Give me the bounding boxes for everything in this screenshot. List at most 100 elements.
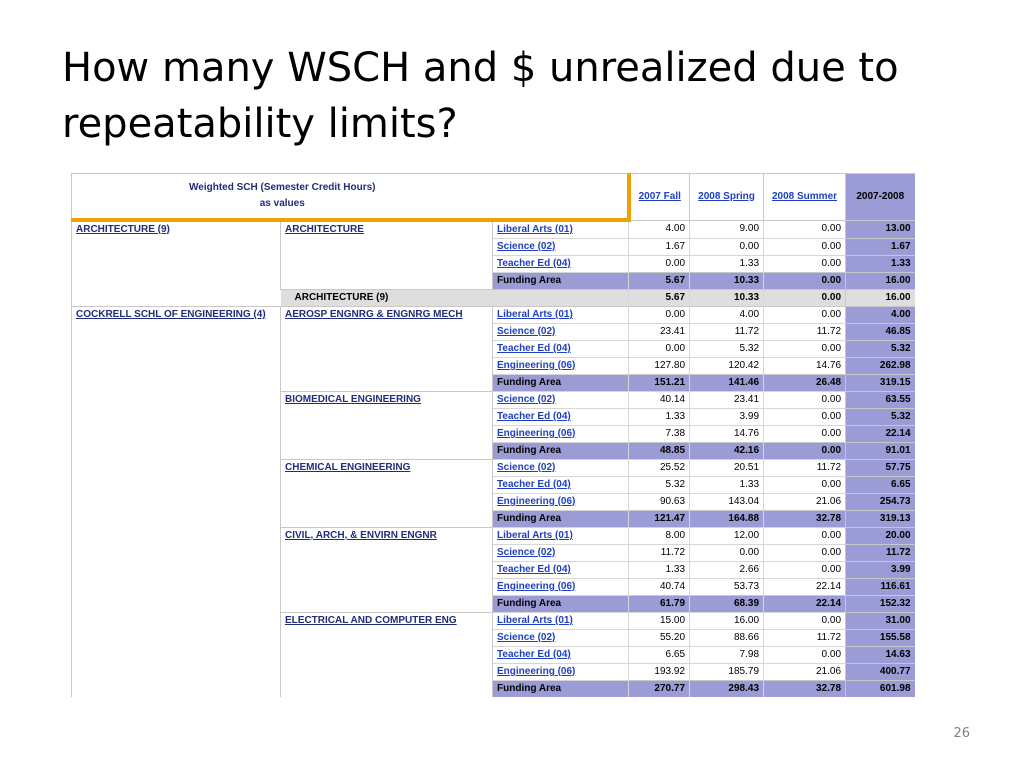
- table-row: Engineering (06) 90.63 143.04 21.06 254.73: [72, 493, 915, 511]
- report-caption: Weighted SCH (Semester Credit Hours) as …: [71, 173, 493, 222]
- department-link[interactable]: CIVIL, ARCH, & ENVIRN ENGNR: [279, 527, 493, 613]
- value-2008-summer: 32.78: [763, 680, 846, 697]
- value-2008-spring: 0.00: [689, 544, 764, 562]
- funding-area-link[interactable]: Engineering (06): [492, 357, 629, 375]
- table-row: Teacher Ed (04) 0.00 1.33 0.00 1.33: [72, 255, 915, 273]
- value-2007-2008: 319.15: [845, 374, 915, 392]
- value-2008-summer: 0.00: [763, 289, 846, 307]
- slide-title: How many WSCH and $ unrealized due to re…: [62, 45, 899, 147]
- value-2007-fall: 0.00: [628, 306, 690, 324]
- value-2008-spring: 141.46: [689, 374, 764, 392]
- caption-line-2: as values: [259, 198, 305, 209]
- table-row: Engineering (06) 40.74 53.73 22.14 116.61: [72, 578, 915, 596]
- value-2008-summer: 0.00: [763, 340, 846, 358]
- department-link[interactable]: AEROSP ENGNRG & ENGNRG MECH: [279, 306, 493, 392]
- value-2007-fall: 1.67: [628, 238, 690, 256]
- value-2008-spring: 20.51: [689, 459, 764, 477]
- value-2008-spring: 9.00: [689, 219, 764, 239]
- funding-area-link[interactable]: Liberal Arts (01): [492, 219, 629, 239]
- value-2007-2008: 6.65: [845, 476, 915, 494]
- value-2007-fall: 40.74: [628, 578, 690, 596]
- funding-area-link[interactable]: Science (02): [492, 544, 629, 562]
- value-2007-fall: 193.92: [628, 663, 690, 681]
- table-row: Engineering (06) 127.80 120.42 14.76 262.98: [72, 357, 915, 375]
- funding-area-label: Funding Area: [492, 442, 629, 460]
- value-2007-fall: 0.00: [628, 340, 690, 358]
- caption-spacer: [492, 173, 629, 222]
- value-2008-summer: 21.06: [763, 493, 846, 511]
- value-2008-spring: 14.76: [689, 425, 764, 443]
- funding-area-link[interactable]: Science (02): [492, 629, 629, 647]
- department-link[interactable]: CHEMICAL ENGINEERING: [279, 459, 493, 528]
- funding-area-link[interactable]: Liberal Arts (01): [492, 612, 629, 630]
- column-header-2007-fall[interactable]: 2007 Fall: [626, 173, 691, 221]
- funding-area-link[interactable]: Engineering (06): [492, 578, 629, 596]
- funding-area-link[interactable]: Teacher Ed (04): [492, 255, 629, 273]
- table-row: Science (02) 11.72 0.00 0.00 11.72: [72, 544, 915, 562]
- wsch-report: Weighted SCH (Semester Credit Hours) as …: [71, 173, 916, 710]
- funding-area-link[interactable]: Engineering (06): [492, 425, 629, 443]
- value-2007-2008: 11.72: [845, 544, 915, 562]
- funding-area-link[interactable]: Science (02): [492, 459, 629, 477]
- college-link[interactable]: COCKRELL SCHL OF ENGINEERING (4): [71, 306, 281, 697]
- funding-area-link[interactable]: Liberal Arts (01): [492, 306, 629, 324]
- value-2008-summer: 11.72: [763, 323, 846, 341]
- funding-area-link[interactable]: Science (02): [492, 323, 629, 341]
- column-header-2008-spring[interactable]: 2008 Spring: [689, 173, 765, 221]
- value-2008-spring: 7.98: [689, 646, 764, 664]
- funding-area-link[interactable]: Science (02): [492, 238, 629, 256]
- college-link[interactable]: ARCHITECTURE (9): [71, 219, 281, 307]
- value-2007-fall: 25.52: [628, 459, 690, 477]
- funding-area-link[interactable]: Engineering (06): [492, 493, 629, 511]
- value-2007-fall: 40.14: [628, 391, 690, 409]
- funding-area-link[interactable]: Teacher Ed (04): [492, 340, 629, 358]
- value-2008-spring: 68.39: [689, 595, 764, 613]
- value-2007-2008: 14.63: [845, 646, 915, 664]
- value-2007-2008: 155.58: [845, 629, 915, 647]
- value-2008-summer: 0.00: [763, 255, 846, 273]
- value-2007-2008: 116.61: [845, 578, 915, 596]
- value-2007-fall: 1.33: [628, 561, 690, 579]
- value-2008-summer: 22.14: [763, 595, 846, 613]
- slide-number: 26: [953, 726, 970, 741]
- funding-area-link[interactable]: Engineering (06): [492, 663, 629, 681]
- value-2008-spring: 3.99: [689, 408, 764, 426]
- value-2007-fall: 5.67: [628, 289, 690, 307]
- value-2007-fall: 61.79: [628, 595, 690, 613]
- value-2008-spring: 10.33: [689, 289, 764, 307]
- value-2007-fall: 15.00: [628, 612, 690, 630]
- value-2007-2008: 5.32: [845, 340, 915, 358]
- department-link[interactable]: ELECTRICAL AND COMPUTER ENG: [279, 612, 493, 697]
- header-row: Weighted SCH (Semester Credit Hours) as …: [71, 173, 915, 222]
- department-link[interactable]: ARCHITECTURE: [279, 219, 493, 290]
- table-row: COCKRELL SCHL OF ENGINEERING (4) AEROSP E…: [71, 306, 915, 697]
- value-2008-spring: 10.33: [689, 272, 764, 290]
- value-2008-summer: 0.00: [763, 442, 846, 460]
- value-2008-spring: 143.04: [689, 493, 764, 511]
- wsch-table: Weighted SCH (Semester Credit Hours) as …: [71, 173, 915, 697]
- funding-area-link[interactable]: Liberal Arts (01): [492, 527, 629, 545]
- value-2007-2008: 4.00: [845, 306, 915, 324]
- value-2008-summer: 0.00: [763, 544, 846, 562]
- value-2007-2008: 63.55: [845, 391, 915, 409]
- funding-area-link[interactable]: Teacher Ed (04): [492, 561, 629, 579]
- funding-area-link[interactable]: Teacher Ed (04): [492, 476, 629, 494]
- funding-area-link[interactable]: Teacher Ed (04): [492, 408, 629, 426]
- table-row: Teacher Ed (04) 1.33 3.99 0.00 5.32: [72, 408, 915, 426]
- value-2007-fall: 8.00: [628, 527, 690, 545]
- value-2007-fall: 23.41: [628, 323, 690, 341]
- value-2008-summer: 0.00: [763, 219, 846, 239]
- value-2007-2008: 16.00: [845, 272, 915, 290]
- value-2008-spring: 12.00: [689, 527, 764, 545]
- table-row: ELECTRICAL AND COMPUTER ENG Liberal Arts …: [72, 612, 915, 697]
- value-2007-fall: 7.38: [628, 425, 690, 443]
- column-header-2008-summer[interactable]: 2008 Summer: [763, 173, 847, 221]
- funding-area-link[interactable]: Science (02): [492, 391, 629, 409]
- table-row: CIVIL, ARCH, & ENVIRN ENGNR Liberal Arts …: [72, 527, 915, 613]
- funding-area-link[interactable]: Teacher Ed (04): [492, 646, 629, 664]
- department-link[interactable]: BIOMEDICAL ENGINEERING: [279, 391, 493, 460]
- value-2007-fall: 48.85: [628, 442, 690, 460]
- value-2008-summer: 0.00: [763, 612, 846, 630]
- value-2007-fall: 5.67: [628, 272, 690, 290]
- value-2008-spring: 4.00: [689, 306, 764, 324]
